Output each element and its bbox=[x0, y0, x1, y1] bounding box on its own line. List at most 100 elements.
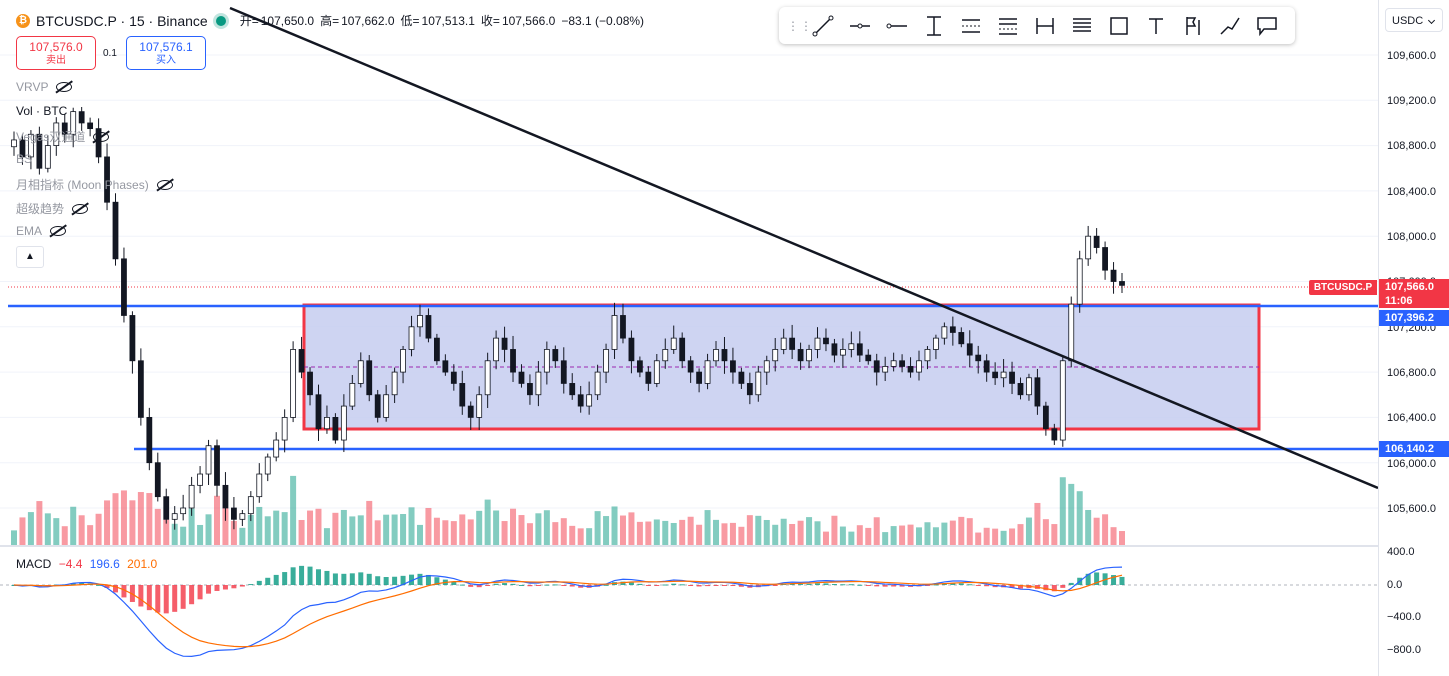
macd-histogram-bar bbox=[798, 584, 804, 586]
ray-icon[interactable] bbox=[845, 11, 875, 41]
macd-histogram-bar bbox=[738, 585, 744, 587]
volume-bar bbox=[1009, 528, 1016, 545]
macd-histogram-bar bbox=[315, 569, 321, 585]
price-chart[interactable] bbox=[0, 0, 1378, 545]
candle-body bbox=[721, 349, 728, 362]
candle-body bbox=[560, 360, 567, 384]
macd-legend[interactable]: MACD −4.4 196.6 201.0 bbox=[16, 557, 161, 571]
eye-crossed-icon[interactable] bbox=[156, 179, 173, 190]
date-range-icon[interactable] bbox=[1030, 11, 1060, 41]
indicator-vrvp[interactable]: VRVP bbox=[16, 80, 73, 94]
current-price-tag[interactable]: 107,566.0 11:06 bbox=[1379, 279, 1449, 308]
horizontal-ray-icon[interactable] bbox=[882, 11, 912, 41]
price-label: 108,400.0 bbox=[1387, 186, 1436, 198]
drag-handle-icon[interactable]: ⋮⋮ bbox=[787, 18, 813, 33]
volume-bar bbox=[932, 527, 939, 545]
macd-histogram-bar bbox=[1043, 585, 1049, 591]
pane-divider[interactable] bbox=[0, 545, 1378, 547]
candle-body bbox=[755, 371, 762, 396]
macd-histogram-bar bbox=[459, 584, 465, 586]
volume-bar bbox=[983, 527, 990, 545]
currency-select[interactable]: USDC bbox=[1385, 8, 1443, 32]
volume-bar bbox=[839, 526, 846, 545]
volume-bar bbox=[848, 531, 855, 545]
candle-body bbox=[806, 349, 812, 362]
volume-bar bbox=[975, 532, 982, 545]
candle-body bbox=[839, 349, 846, 356]
indicator-supertrend[interactable]: 超级趋势 bbox=[16, 200, 89, 217]
sell-button[interactable]: 107,576.0 卖出 bbox=[16, 36, 96, 70]
path-icon[interactable] bbox=[1215, 11, 1245, 41]
eye-crossed-icon[interactable] bbox=[50, 226, 67, 236]
candle-body bbox=[171, 513, 178, 520]
macd-histogram-bar bbox=[146, 585, 152, 611]
parallel-channel-icon[interactable] bbox=[956, 11, 986, 41]
eye-crossed-icon[interactable] bbox=[56, 82, 73, 92]
candle-body bbox=[197, 473, 203, 486]
volume-bar bbox=[112, 493, 119, 545]
macd-histogram-bar bbox=[975, 585, 981, 586]
candle-body bbox=[704, 360, 711, 384]
candle-body bbox=[146, 416, 153, 464]
rectangle-icon[interactable] bbox=[1104, 11, 1134, 41]
volume-bar bbox=[213, 495, 220, 545]
macd-histogram-bar bbox=[518, 584, 524, 586]
symbol-tag: BTCUSDC.P bbox=[1309, 280, 1377, 295]
indicator-label: EMA bbox=[16, 224, 43, 238]
indicator-bs[interactable]: BS bbox=[16, 152, 32, 166]
volume-bars bbox=[11, 475, 1125, 545]
indicator-vegas[interactable]: Vegas双通道 bbox=[16, 128, 110, 145]
macd-line bbox=[13, 566, 1123, 657]
candle-body bbox=[104, 156, 110, 203]
volume-bar bbox=[1042, 519, 1049, 545]
candle-body bbox=[467, 405, 474, 418]
candle-body bbox=[349, 383, 356, 407]
lower-level-tag[interactable]: 106,140.2 bbox=[1379, 441, 1449, 457]
price-label: 106,000.0 bbox=[1387, 458, 1436, 470]
macd-hist-value: −4.4 bbox=[58, 557, 83, 571]
candle-body bbox=[1051, 428, 1058, 441]
volume-bar bbox=[1085, 509, 1092, 545]
candle-body bbox=[391, 371, 398, 396]
vertical-range-icon[interactable] bbox=[919, 11, 949, 41]
price-axis[interactable]: USDC 109,600.0 109,200.0 108,800.0 108,4… bbox=[1378, 0, 1449, 676]
close-key: 收= bbox=[480, 14, 500, 28]
candle-body bbox=[484, 360, 491, 396]
volume-bar bbox=[273, 510, 280, 545]
fib-retracement-icon[interactable] bbox=[993, 11, 1023, 41]
high-value: 107,662.0 bbox=[341, 13, 395, 28]
volume-bar bbox=[383, 514, 390, 545]
macd-histogram-bar bbox=[299, 565, 305, 585]
volume-bar bbox=[281, 512, 288, 545]
volume-bar bbox=[501, 521, 508, 545]
callout-icon[interactable] bbox=[1252, 11, 1282, 41]
candle-body bbox=[205, 445, 212, 475]
buy-button[interactable]: 107,576.1 买入 bbox=[126, 36, 206, 70]
candle-body bbox=[763, 360, 770, 373]
volume-bar bbox=[11, 530, 17, 545]
price-label: 106,800.0 bbox=[1387, 367, 1436, 379]
eye-crossed-icon[interactable] bbox=[72, 203, 89, 214]
trend-line-icon[interactable] bbox=[808, 11, 838, 41]
price-levels-icon[interactable] bbox=[1067, 11, 1097, 41]
macd-axis-label: −800.0 bbox=[1387, 644, 1421, 656]
upper-level-tag[interactable]: 107,396.2 bbox=[1379, 310, 1449, 326]
macd-histogram-bar bbox=[840, 584, 846, 586]
volume-bar bbox=[78, 515, 85, 545]
symbol-title[interactable]: BTCUSDC.P · 15 · Binance bbox=[36, 12, 208, 29]
macd-histogram-bar bbox=[112, 585, 118, 593]
macd-histogram-bar bbox=[671, 583, 677, 585]
text-icon[interactable] bbox=[1141, 11, 1171, 41]
collapse-indicators-button[interactable]: ▲ bbox=[16, 246, 44, 268]
trend-line[interactable] bbox=[229, 6, 1378, 490]
bar-countdown: 11:06 bbox=[1385, 295, 1413, 307]
indicator-moon-phases[interactable]: 月相指标 (Moon Phases) bbox=[16, 176, 173, 193]
macd-histogram-bar bbox=[1085, 573, 1091, 585]
indicator-volume[interactable]: Vol · BTC bbox=[16, 104, 67, 118]
candle-body bbox=[374, 394, 381, 418]
volume-bar bbox=[535, 513, 542, 545]
macd-pane[interactable] bbox=[0, 547, 1378, 676]
eye-crossed-icon[interactable] bbox=[93, 131, 110, 142]
flag-icon[interactable] bbox=[1178, 11, 1208, 41]
indicator-ema[interactable]: EMA bbox=[16, 224, 67, 238]
